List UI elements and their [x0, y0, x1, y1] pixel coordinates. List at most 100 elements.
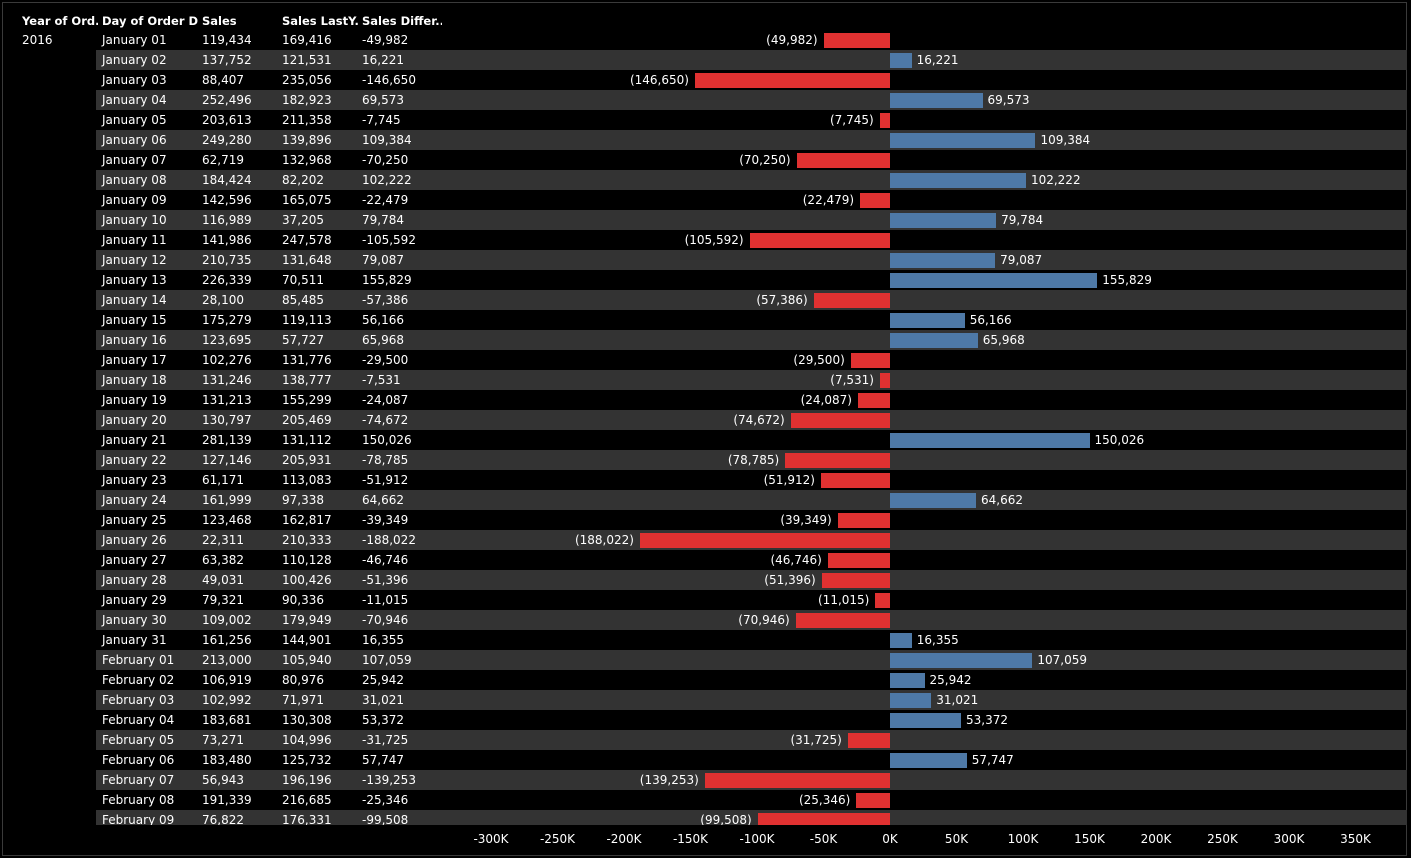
table-row[interactable]: January 31 161,256 144,901 16,355 16,355 — [96, 630, 1407, 650]
sales-value: 183,480 — [202, 753, 252, 767]
positive-bar[interactable] — [890, 313, 965, 328]
negative-bar[interactable] — [757, 813, 890, 825]
table-row[interactable]: January 23 61,171 113,083 -51,912 (51,912) — [96, 470, 1407, 490]
positive-bar[interactable] — [890, 273, 1098, 288]
table-row[interactable]: January 26 22,311 210,333 -188,022 (188,022) — [96, 530, 1407, 550]
header-sales[interactable]: Sales — [202, 14, 237, 28]
table-row[interactable]: January 24 161,999 97,338 64,662 64,662 — [96, 490, 1407, 510]
negative-bar[interactable] — [827, 553, 890, 568]
positive-bar[interactable] — [890, 53, 912, 68]
negative-bar[interactable] — [639, 533, 890, 548]
negative-bar[interactable] — [821, 573, 890, 588]
header-day[interactable]: Day of Order D.. — [102, 14, 198, 28]
negative-bar[interactable] — [820, 473, 890, 488]
negative-bar[interactable] — [749, 233, 890, 248]
table-row[interactable]: January 12 210,735 131,648 79,087 79,087 — [96, 250, 1407, 270]
positive-bar[interactable] — [890, 753, 967, 768]
sales-difference-value: 56,166 — [362, 313, 404, 327]
negative-bar[interactable] — [857, 393, 890, 408]
positive-bar[interactable] — [890, 693, 932, 708]
negative-bar[interactable] — [790, 413, 890, 428]
header-sales-last-year[interactable]: Sales LastY.. — [282, 14, 358, 28]
table-row[interactable]: January 16 123,695 57,727 65,968 65,968 — [96, 330, 1407, 350]
positive-bar[interactable] — [890, 653, 1033, 668]
table-row[interactable]: February 07 56,943 196,196 -139,253 (139,253… — [96, 770, 1407, 790]
negative-bar[interactable] — [704, 773, 890, 788]
table-row[interactable]: January 09 142,596 165,075 -22,479 (22,479) — [96, 190, 1407, 210]
table-row[interactable]: February 05 73,271 104,996 -31,725 (31,725) — [96, 730, 1407, 750]
table-row[interactable]: January 08 184,424 82,202 102,222 102,222 — [96, 170, 1407, 190]
table-row[interactable]: January 29 79,321 90,336 -11,015 (11,015) — [96, 590, 1407, 610]
table-row[interactable]: January 17 102,276 131,776 -29,500 (29,500) — [96, 350, 1407, 370]
table-row[interactable]: January 27 63,382 110,128 -46,746 (46,746) — [96, 550, 1407, 570]
bar-label: (139,253) — [639, 773, 699, 787]
sales-difference-value: -31,725 — [362, 733, 409, 747]
negative-bar[interactable] — [860, 193, 890, 208]
table-row[interactable]: January 06 249,280 139,896 109,384 109,384 — [96, 130, 1407, 150]
sales-last-year-value: 205,931 — [282, 453, 332, 467]
positive-bar[interactable] — [890, 213, 997, 228]
x-tick-label: 150K — [1074, 832, 1105, 846]
table-row[interactable]: January 13 226,339 70,511 155,829 155,829 — [96, 270, 1407, 290]
negative-bar[interactable] — [785, 453, 890, 468]
table-row[interactable]: January 07 62,719 132,968 -70,250 (70,250) — [96, 150, 1407, 170]
positive-bar[interactable] — [890, 433, 1090, 448]
table-row[interactable]: January 25 123,468 162,817 -39,349 (39,349) — [96, 510, 1407, 530]
positive-bar[interactable] — [890, 173, 1026, 188]
table-row[interactable]: January 28 49,031 100,426 -51,396 (51,396) — [96, 570, 1407, 590]
table-row[interactable]: January 05 203,613 211,358 -7,745 (7,745) — [96, 110, 1407, 130]
positive-bar[interactable] — [890, 493, 976, 508]
table-row[interactable]: February 01 213,000 105,940 107,059 107,059 — [96, 650, 1407, 670]
table-row[interactable]: January 02 137,752 121,531 16,221 16,221 — [96, 50, 1407, 70]
table-row[interactable]: January 30 109,002 179,949 -70,946 (70,946) — [96, 610, 1407, 630]
negative-bar[interactable] — [879, 373, 890, 388]
negative-bar[interactable] — [879, 113, 890, 128]
negative-bar[interactable] — [850, 353, 890, 368]
sales-difference-value: -74,672 — [362, 413, 409, 427]
table-row[interactable]: January 18 131,246 138,777 -7,531 (7,531) — [96, 370, 1407, 390]
table-row[interactable]: January 01 119,434 169,416 -49,982 (49,982) — [96, 30, 1407, 50]
table-row[interactable]: January 20 130,797 205,469 -74,672 (74,672) — [96, 410, 1407, 430]
negative-bar[interactable] — [694, 73, 890, 88]
table-row[interactable]: February 09 76,822 176,331 -99,508 (99,508) — [96, 810, 1407, 825]
positive-bar[interactable] — [890, 133, 1036, 148]
header-sales-difference[interactable]: Sales Differ.. — [362, 14, 442, 28]
day-label: February 02 — [102, 673, 175, 687]
header-year[interactable]: Year of Ord.. — [22, 14, 98, 28]
positive-bar[interactable] — [890, 333, 978, 348]
table-row[interactable]: January 22 127,146 205,931 -78,785 (78,785) — [96, 450, 1407, 470]
table-row[interactable]: January 15 175,279 119,113 56,166 56,166 — [96, 310, 1407, 330]
table-row[interactable]: January 19 131,213 155,299 -24,087 (24,087) — [96, 390, 1407, 410]
positive-bar[interactable] — [890, 713, 961, 728]
negative-bar[interactable] — [856, 793, 890, 808]
negative-bar[interactable] — [875, 593, 890, 608]
positive-bar[interactable] — [890, 93, 983, 108]
table-row[interactable]: January 21 281,139 131,112 150,026 150,026 — [96, 430, 1407, 450]
table-row[interactable]: February 04 183,681 130,308 53,372 53,372 — [96, 710, 1407, 730]
negative-bar[interactable] — [847, 733, 890, 748]
day-label: January 09 — [102, 193, 167, 207]
table-row[interactable]: January 11 141,986 247,578 -105,592 (105,592… — [96, 230, 1407, 250]
negative-bar[interactable] — [813, 293, 890, 308]
positive-bar[interactable] — [890, 253, 996, 268]
sales-last-year-value: 169,416 — [282, 33, 332, 47]
table-row[interactable]: February 06 183,480 125,732 57,747 57,747 — [96, 750, 1407, 770]
table-row[interactable]: January 03 88,407 235,056 -146,650 (146,650) — [96, 70, 1407, 90]
positive-bar[interactable] — [890, 633, 912, 648]
sales-last-year-value: 71,971 — [282, 693, 324, 707]
table-viewport[interactable]: January 01 119,434 169,416 -49,982 (49,982) J… — [0, 30, 1411, 825]
table-row[interactable]: January 14 28,100 85,485 -57,386 (57,386) — [96, 290, 1407, 310]
sales-last-year-value: 132,968 — [282, 153, 332, 167]
bar-label: 102,222 — [1030, 173, 1081, 187]
table-row[interactable]: January 04 252,496 182,923 69,573 69,573 — [96, 90, 1407, 110]
table-row[interactable]: January 10 116,989 37,205 79,784 79,784 — [96, 210, 1407, 230]
positive-bar[interactable] — [890, 673, 925, 688]
sales-last-year-value: 121,531 — [282, 53, 332, 67]
table-row[interactable]: February 08 191,339 216,685 -25,346 (25,346) — [96, 790, 1407, 810]
negative-bar[interactable] — [837, 513, 890, 528]
table-row[interactable]: February 03 102,992 71,971 31,021 31,021 — [96, 690, 1407, 710]
negative-bar[interactable] — [823, 33, 890, 48]
negative-bar[interactable] — [796, 153, 890, 168]
negative-bar[interactable] — [795, 613, 890, 628]
table-row[interactable]: February 02 106,919 80,976 25,942 25,942 — [96, 670, 1407, 690]
